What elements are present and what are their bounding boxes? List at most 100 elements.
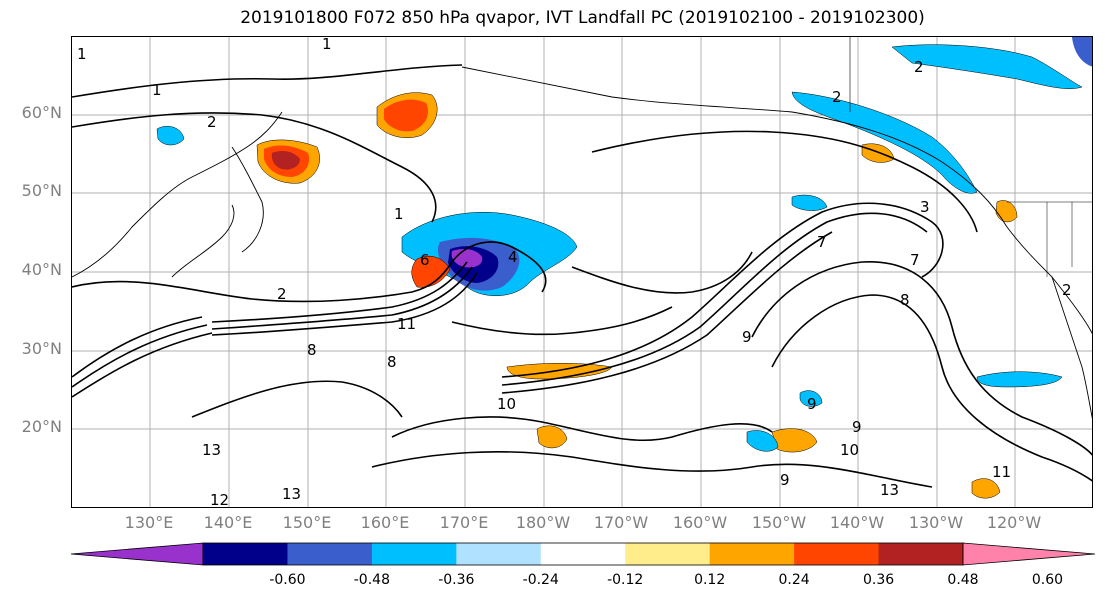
contour-jet-c xyxy=(211,272,478,336)
longitude-label: 160°E xyxy=(360,513,410,532)
positive-anomaly-jet xyxy=(411,255,451,288)
colorbar-tick-label: 0.24 xyxy=(778,572,810,588)
colorbar-segment xyxy=(709,543,795,565)
coast-kamchatka xyxy=(231,146,264,253)
colorbar-tick-label: -0.60 xyxy=(269,572,306,588)
negative-anomaly-small-1 xyxy=(156,126,185,146)
latitude-label: 30°N xyxy=(21,339,62,358)
contour-jet-a xyxy=(211,261,468,323)
colorbar-outline xyxy=(202,542,964,566)
colorbar-extend-high xyxy=(962,542,1096,566)
contour-label: 4 xyxy=(508,248,518,266)
contour-label: 12 xyxy=(210,491,229,508)
longitude-label: 120°W xyxy=(986,513,1042,532)
longitude-label: 130°E xyxy=(124,513,174,532)
colorbar-tick-label: 0.12 xyxy=(694,572,726,588)
contour-south-3 xyxy=(191,380,403,418)
colorbar-tick-label: -0.36 xyxy=(438,572,475,588)
positive-anomaly-pacnw xyxy=(995,200,1018,223)
contour-label: 1 xyxy=(394,205,404,223)
contour-label: 7 xyxy=(817,233,827,251)
longitude-label: 180°W xyxy=(515,513,571,532)
contour-loop-east xyxy=(751,261,1092,456)
positive-anomaly-south xyxy=(536,425,568,449)
colorbar-extend-low xyxy=(70,542,204,566)
colorbar-tick-label: 0.48 xyxy=(947,572,979,588)
colorbar-segment xyxy=(287,543,373,565)
longitude-label: 170°W xyxy=(593,513,649,532)
contour-label: 9 xyxy=(852,418,862,436)
contour-jet-d xyxy=(72,316,203,378)
colorbar-segment xyxy=(203,543,288,565)
contour-label: 3 xyxy=(920,198,930,216)
contour-south-2 xyxy=(371,451,933,488)
negative-anomaly-small-2 xyxy=(799,390,823,407)
contour-label: 13 xyxy=(880,481,899,499)
coastlines xyxy=(72,37,1092,420)
colorbar-tick-label: -0.24 xyxy=(522,572,559,588)
contour-label: 9 xyxy=(780,471,790,489)
contour-label: 7 xyxy=(910,251,920,269)
positive-anomaly-kuril-max xyxy=(271,151,300,170)
contour-label: 9 xyxy=(742,328,752,346)
positive-anomaly-southeast xyxy=(971,478,1001,499)
longitude-label: 160°W xyxy=(672,513,728,532)
colorbar-tick-label: 0.60 xyxy=(1031,572,1064,588)
contour-label: 8 xyxy=(900,291,910,309)
contour-label: 2 xyxy=(1062,281,1072,299)
latitude-label: 50°N xyxy=(21,181,62,200)
contour-loop-east-2 xyxy=(771,294,1092,482)
coast-asia xyxy=(72,111,283,278)
contour-jet-f xyxy=(72,332,213,398)
latitude-label: 60°N xyxy=(21,103,62,122)
border-states xyxy=(1046,202,1073,277)
longitude-label: 170°E xyxy=(439,513,489,532)
contour-mid-1 xyxy=(571,251,753,294)
contour-north-1 xyxy=(72,64,463,98)
contour-arc-1 xyxy=(72,241,547,303)
contour-ar-2 xyxy=(501,212,928,386)
longitude-label: 150°E xyxy=(282,513,332,532)
latitude-label: 40°N xyxy=(21,260,62,279)
longitude-label: 140°W xyxy=(829,513,885,532)
colorbar-tick-label: -0.48 xyxy=(353,572,390,588)
contour-label: 13 xyxy=(282,485,301,503)
contour-label: 10 xyxy=(840,441,859,459)
colorbar xyxy=(70,542,1096,566)
longitude-label: 150°W xyxy=(751,513,807,532)
negative-anomaly-northeast xyxy=(891,44,1083,89)
colorbar-segment xyxy=(456,543,542,565)
map-title: 2019101800 F072 850 hPa qvapor, IVT Land… xyxy=(240,8,925,28)
contour-label: 8 xyxy=(387,353,397,371)
colorbar-tick-label: 0.36 xyxy=(862,572,895,588)
contour-jet-e xyxy=(72,324,208,388)
contour-label: 6 xyxy=(420,251,430,269)
ivt-contours xyxy=(72,64,1092,488)
contour-north-3 xyxy=(591,130,978,233)
positive-anomaly-subtropical xyxy=(506,363,613,380)
contour-jet-b xyxy=(211,266,473,330)
colorbar-segment xyxy=(625,543,711,565)
positive-anomaly-bering-core xyxy=(384,99,429,132)
negative-anomaly-small-3 xyxy=(746,430,779,452)
coast-japan xyxy=(171,204,235,278)
contour-label: 2 xyxy=(207,113,217,131)
coast-north-america xyxy=(1051,276,1092,420)
contour-mid-2 xyxy=(451,306,673,336)
colorbar-segment xyxy=(540,543,626,565)
qvapor-shading xyxy=(156,37,1092,499)
positive-anomaly-gulf xyxy=(861,143,895,163)
negative-anomaly-corner xyxy=(1072,37,1092,67)
negative-anomaly-alaska xyxy=(791,91,978,194)
colorbar-segment xyxy=(371,543,457,565)
longitude-label: 130°W xyxy=(908,513,964,532)
contour-label: 10 xyxy=(497,395,516,413)
contour-ar-1 xyxy=(501,202,944,378)
coast-alaska xyxy=(461,66,1092,335)
negative-anomaly-small-4 xyxy=(791,194,828,211)
colorbar-tick-label: -0.12 xyxy=(607,572,644,588)
colorbar-segment xyxy=(878,543,964,565)
latitude-label: 20°N xyxy=(21,417,62,436)
contour-label: 1 xyxy=(77,45,87,63)
contour-south-1 xyxy=(391,416,773,442)
